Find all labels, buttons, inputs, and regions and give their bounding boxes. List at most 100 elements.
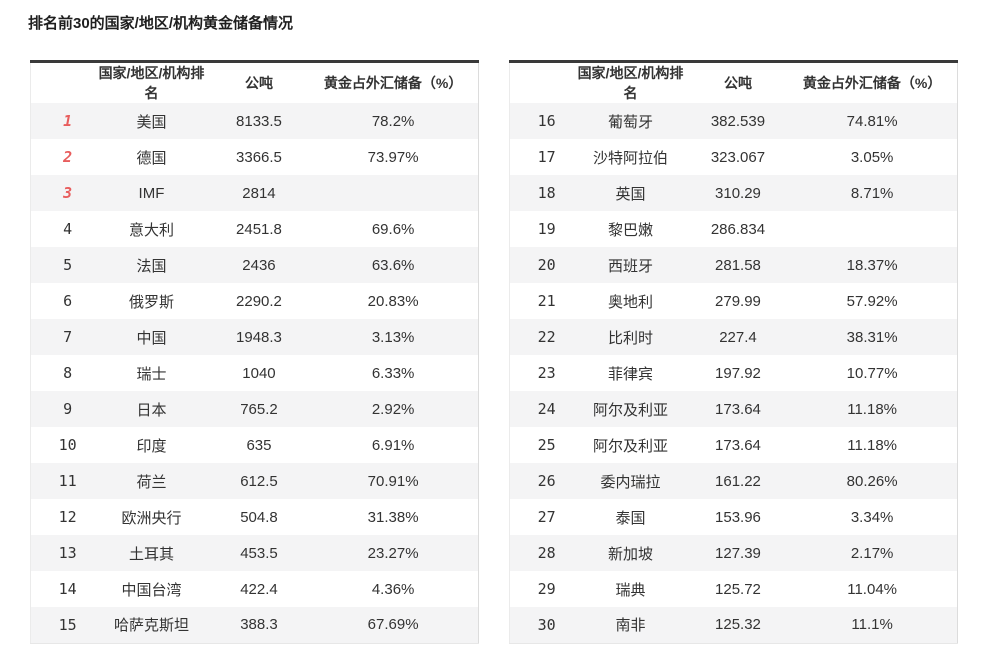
header-gold-fx-reserve-pct: 黄金占外汇储备（%） [308,61,479,103]
rank-cell: 13 [58,544,77,562]
tons-cell: 422.4 [240,580,278,598]
table-row: 14 中国台湾 422.4 4.36% [31,571,479,607]
pct-cell: 3.05% [850,148,894,166]
table-row: 19 黎巴嫩 286.834 [510,211,958,247]
rank-cell: 15 [58,615,77,634]
tons-cell: 2436 [242,256,276,274]
header-row: 国家/地区/机构排名 公吨 黄金占外汇储备（%） [30,61,479,103]
tons-cell: 127.39 [715,544,761,562]
table-row: 12 欧洲央行 504.8 31.38% [31,499,479,535]
tons-cell: 1948.3 [236,328,282,346]
country-name-cell: 荷兰 [136,473,167,491]
pct-cell: 6.33% [371,364,415,382]
country-name-cell: 新加坡 [607,545,653,563]
header-rank-blank [509,61,573,103]
tons-cell: 281.58 [715,256,761,274]
country-name-cell: 土耳其 [128,545,174,563]
table-row: 4 意大利 2451.8 69.6% [31,211,479,247]
table-row: 30 南非 125.32 11.1% [509,607,958,643]
table-row: 1 美国 8133.5 78.2% [30,103,479,139]
rank-cell: 5 [63,256,73,274]
table-row: 9 日本 765.2 2.92% [30,391,479,427]
pct-cell: 11.04% [847,580,897,598]
table-row: 23 菲律宾 197.92 10.77% [510,355,958,391]
country-name-cell: IMF [138,184,165,202]
pct-cell: 57.92% [846,292,898,310]
header-metric-tons: 公吨 [688,61,788,103]
country-name-cell: 印度 [136,437,167,455]
tons-cell: 765.2 [240,400,278,418]
table-row: 29 瑞典 125.72 11.04% [510,571,958,607]
pct-cell: 38.31% [846,328,898,346]
gold-table-left: 国家/地区/机构排名 公吨 黄金占外汇储备（%） 1 美国 8133.5 78.2% 2… [30,60,479,644]
header-rank-blank [30,61,94,103]
rank-cell: 12 [58,508,77,526]
table-row: 7 中国 1948.3 3.13% [30,319,479,355]
pct-cell: 31.38% [367,508,419,526]
country-name-cell: 沙特阿拉伯 [592,149,668,167]
pct-cell: 73.97% [367,148,419,166]
country-name-cell: 意大利 [128,221,174,239]
country-name-cell: 中国 [136,329,167,347]
table-row: 28 新加坡 127.39 2.17% [509,535,958,571]
country-name-cell: 葡萄牙 [607,113,653,131]
country-name-cell: 南非 [615,617,646,635]
rank-cell: 16 [537,112,556,130]
rank-cell: 29 [537,580,556,598]
table-row: 20 西班牙 281.58 18.37% [509,247,958,283]
table-row: 24 阿尔及利亚 173.64 11.18% [509,391,958,427]
tons-cell: 125.32 [715,616,761,634]
country-name-cell: 欧洲央行 [121,509,182,527]
table-row: 8 瑞士 1040 6.33% [31,355,479,391]
country-name-cell: 奥地利 [607,293,653,311]
header-row: 国家/地区/机构排名 公吨 黄金占外汇储备（%） [509,61,958,103]
pct-cell: 63.6% [371,256,415,274]
rank-cell: 10 [58,436,77,454]
tons-cell: 635 [246,436,272,454]
country-name-cell: 阿尔及利亚 [592,401,668,419]
country-name-cell: 英国 [615,185,646,203]
table-row: 21 奥地利 279.99 57.92% [510,283,958,319]
rank-cell: 25 [537,436,556,454]
tons-cell: 173.64 [715,436,761,454]
rank-cell: 23 [537,364,556,382]
pct-cell: 2.92% [371,400,415,418]
header-country-rank: 国家/地区/机构排名 [93,61,210,103]
tons-cell: 1040 [242,364,276,382]
rank-cell: 2 [63,148,73,166]
country-name-cell: 黎巴嫩 [607,221,653,239]
tons-cell: 161.22 [715,472,761,490]
table-row: 17 沙特阿拉伯 323.067 3.05% [510,139,958,175]
pct-cell: 3.34% [850,508,894,526]
pct-cell: 70.91% [367,472,419,490]
country-name-cell: 哈萨克斯坦 [113,617,189,635]
table-row: 5 法国 2436 63.6% [30,247,479,283]
pct-cell: 3.13% [371,328,415,346]
rank-cell: 19 [537,220,556,238]
rank-cell: 30 [537,615,556,634]
country-name-cell: 中国台湾 [121,581,182,599]
rank-cell: 17 [537,148,556,166]
tons-cell: 197.92 [715,364,761,382]
tons-cell: 388.3 [240,616,278,634]
table-row: 6 俄罗斯 2290.2 20.83% [31,283,479,319]
tables-container: 国家/地区/机构排名 公吨 黄金占外汇储备（%） 1 美国 8133.5 78.2% 2… [30,60,958,644]
table-row: 11 荷兰 612.5 70.91% [30,463,479,499]
table-row: 3 IMF 2814 [30,175,479,211]
tons-cell: 227.4 [719,328,757,346]
tons-cell: 173.64 [715,400,761,418]
table-row: 22 比利时 227.4 38.31% [509,319,958,355]
pct-cell: 11.18% [847,400,897,418]
rank-cell: 14 [58,580,77,598]
tons-cell: 8133.5 [236,112,282,130]
tons-cell: 279.99 [715,292,761,310]
pct-cell: 8.71% [850,184,894,202]
pct-cell: 6.91% [371,436,415,454]
table-row: 2 德国 3366.5 73.97% [31,139,479,175]
rank-cell: 20 [537,256,556,274]
rank-cell: 24 [537,400,556,418]
rank-cell: 9 [63,400,73,418]
tons-cell: 453.5 [240,544,278,562]
table-row: 18 英国 310.29 8.71% [509,175,958,211]
page-title: 排名前30的国家/地区/机构黄金储备情况 [28,15,294,32]
